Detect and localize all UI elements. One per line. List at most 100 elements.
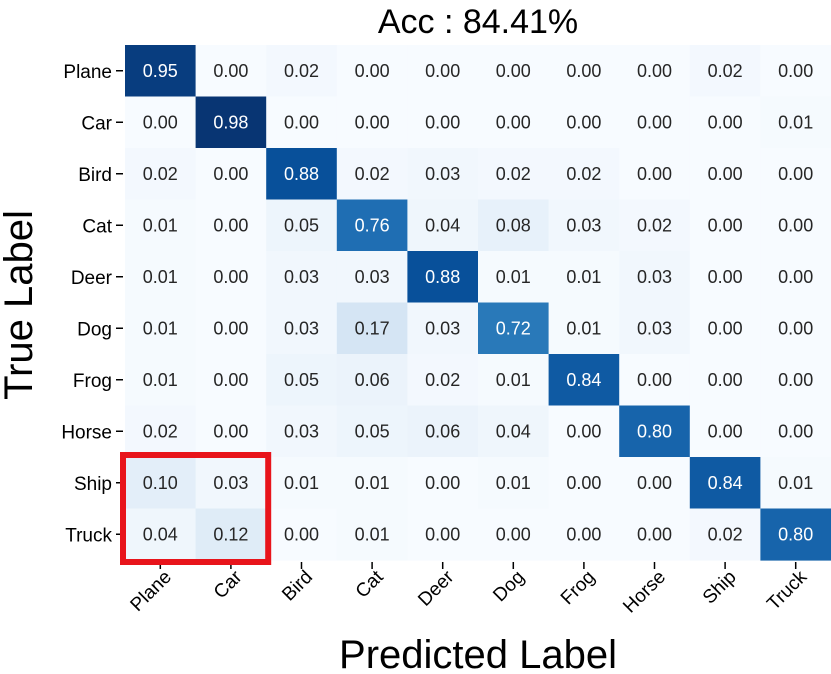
heatmap-cell xyxy=(195,457,267,510)
heatmap-cell xyxy=(478,405,550,458)
cell-value-label: 0.00 xyxy=(425,112,460,132)
heatmap-cell xyxy=(195,199,267,252)
y-tick-label: Frog xyxy=(73,371,112,392)
x-tick-label: Cat xyxy=(352,566,388,602)
cell-value-label: 0.00 xyxy=(213,61,248,81)
heatmap-cell xyxy=(760,508,831,561)
cell-value-label: 0.02 xyxy=(355,164,390,184)
heatmap-cell xyxy=(760,251,831,304)
cell-value-label: 0.01 xyxy=(355,473,390,493)
heatmap-cell xyxy=(407,148,479,201)
heatmap-cell xyxy=(760,45,831,98)
cell-value-label: 0.04 xyxy=(143,524,178,544)
cell-value-label: 0.04 xyxy=(496,421,531,441)
heatmap-cell xyxy=(478,148,550,201)
heatmap-cell xyxy=(478,251,550,304)
cell-value-label: 0.00 xyxy=(284,112,319,132)
heatmap-cell xyxy=(336,251,408,304)
heatmap-cell xyxy=(478,354,550,407)
cell-value-label: 0.00 xyxy=(708,421,743,441)
heatmap-cell xyxy=(760,457,831,510)
cell-value-label: 0.00 xyxy=(708,370,743,390)
x-tick-label: Bird xyxy=(278,567,317,606)
cell-value-label: 0.02 xyxy=(143,164,178,184)
cell-value-label: 0.03 xyxy=(284,421,319,441)
y-tick-label: Car xyxy=(81,113,112,134)
heatmap-cell xyxy=(407,45,479,98)
heatmap-cell xyxy=(689,508,761,561)
cell-value-label: 0.00 xyxy=(637,473,672,493)
x-tick-label: Ship xyxy=(699,567,741,609)
heatmap-cell-labels: 0.95 0.00 0.02 0.00 0.00 0.00 0.00 0.00 0.02 0.00… xyxy=(143,61,813,545)
cell-value-label: 0.01 xyxy=(778,473,813,493)
heatmap-cell xyxy=(619,302,691,355)
cell-value-label: 0.02 xyxy=(637,215,672,235)
heatmap-cell xyxy=(478,199,550,252)
heatmap-cell xyxy=(195,96,267,149)
heatmap-cells xyxy=(125,45,831,561)
cell-value-label: 0.00 xyxy=(708,267,743,287)
cell-value-label: 0.00 xyxy=(213,267,248,287)
heatmap-cell xyxy=(760,148,831,201)
cell-value-label: 0.01 xyxy=(496,370,531,390)
y-tick-label: Truck xyxy=(65,525,112,546)
heatmap-cell xyxy=(266,45,338,98)
heatmap-cell xyxy=(266,405,338,458)
heatmap-cell xyxy=(125,302,197,355)
cell-value-label: 0.00 xyxy=(496,524,531,544)
cell-value-label: 0.03 xyxy=(213,473,248,493)
heatmap-cell xyxy=(619,96,691,149)
cell-value-label: 0.00 xyxy=(637,61,672,81)
cell-value-label: 0.10 xyxy=(143,473,178,493)
heatmap-cell xyxy=(619,45,691,98)
heatmap-cell xyxy=(336,148,408,201)
heatmap-cell xyxy=(125,148,197,201)
cell-value-label: 0.01 xyxy=(143,267,178,287)
cell-value-label: 0.04 xyxy=(425,215,460,235)
cell-value-label: 0.03 xyxy=(284,318,319,338)
cell-value-label: 0.03 xyxy=(637,318,672,338)
heatmap-cell xyxy=(619,354,691,407)
cell-value-label: 0.02 xyxy=(708,524,743,544)
cell-value-label: 0.84 xyxy=(708,473,743,493)
cell-value-label: 0.17 xyxy=(355,318,390,338)
heatmap-cell xyxy=(407,302,479,355)
cell-value-label: 0.84 xyxy=(566,370,601,390)
cell-value-label: 0.06 xyxy=(425,421,460,441)
x-tick-label: Car xyxy=(210,566,247,603)
y-tick-label: Deer xyxy=(71,268,113,289)
cell-value-label: 0.00 xyxy=(213,370,248,390)
cell-value-label: 0.05 xyxy=(355,421,390,441)
cell-value-label: 0.00 xyxy=(213,164,248,184)
cell-value-label: 0.06 xyxy=(355,370,390,390)
y-tick-label: Cat xyxy=(82,216,112,237)
heatmap-cell xyxy=(689,148,761,201)
y-tick-label: Bird xyxy=(78,165,112,186)
cell-value-label: 0.00 xyxy=(708,318,743,338)
heatmap-cell xyxy=(125,251,197,304)
highlight-box-layer xyxy=(120,452,272,565)
heatmap-cell xyxy=(125,354,197,407)
cell-value-label: 0.03 xyxy=(425,318,460,338)
cell-value-label: 0.98 xyxy=(213,112,248,132)
heatmap-cell xyxy=(336,45,408,98)
heatmap-cell xyxy=(619,508,691,561)
heatmap-cell xyxy=(760,302,831,355)
cell-value-label: 0.00 xyxy=(566,112,601,132)
heatmap-cell xyxy=(195,148,267,201)
heatmap-cell xyxy=(619,405,691,458)
heatmap-cell xyxy=(407,508,479,561)
cell-value-label: 0.00 xyxy=(284,524,319,544)
cell-value-label: 0.00 xyxy=(213,215,248,235)
heatmap-cell xyxy=(407,354,479,407)
heatmap-cell xyxy=(336,354,408,407)
heatmap-cell xyxy=(336,96,408,149)
heatmap-cell xyxy=(548,508,620,561)
cell-value-label: 0.00 xyxy=(425,524,460,544)
heatmap-cell xyxy=(125,45,197,98)
cell-value-label: 0.00 xyxy=(213,318,248,338)
heatmap-cell xyxy=(760,354,831,407)
cell-value-label: 0.05 xyxy=(284,215,319,235)
heatmap-cell xyxy=(195,45,267,98)
heatmap-cell xyxy=(548,405,620,458)
